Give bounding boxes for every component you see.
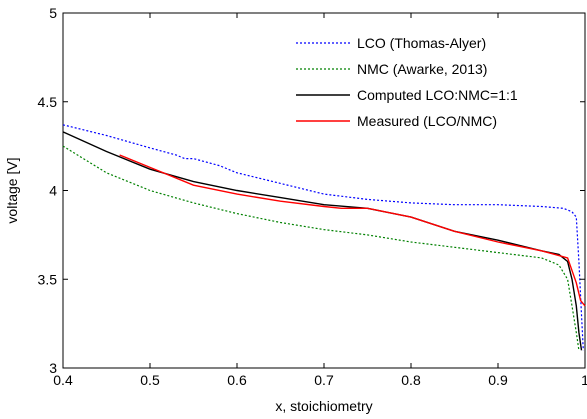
series-line-0 xyxy=(62,124,584,351)
x-tick-label: 0.7 xyxy=(314,372,334,388)
y-tick-label: 5 xyxy=(49,5,57,21)
legend-label-0: LCO (Thomas-Alyer) xyxy=(357,35,486,51)
x-tick-label: 1 xyxy=(581,372,587,388)
x-tick-label: 0.9 xyxy=(488,372,508,388)
x-tick-label: 0.6 xyxy=(227,372,247,388)
series-line-1 xyxy=(62,145,580,351)
y-tick-label: 3.5 xyxy=(38,271,58,287)
ticks-layer: 0.4 0.5 0.6 0.7 0.8 0.9 1 3 3.5 4 4.5 5 xyxy=(38,5,587,388)
x-tick-label: 0.8 xyxy=(401,372,421,388)
y-tick-label: 4.5 xyxy=(38,94,58,110)
series-layer xyxy=(62,124,586,351)
y-tick-label: 4 xyxy=(49,183,57,199)
x-tick-label: 0.5 xyxy=(140,372,160,388)
y-tick-label: 3 xyxy=(49,360,57,376)
legend-label-2: Computed LCO:NMC=1:1 xyxy=(357,87,518,103)
x-tick-label: 0.4 xyxy=(53,372,73,388)
series-line-3 xyxy=(119,154,586,307)
legend: LCO (Thomas-Alyer) NMC (Awarke, 2013) Comp… xyxy=(296,35,518,129)
plot-frame xyxy=(62,12,586,369)
plot-area: 0.4 0.5 0.6 0.7 0.8 0.9 1 3 3.5 4 4.5 5 xyxy=(38,5,587,388)
x-axis-label: x, stoichiometry xyxy=(275,398,372,414)
y-axis-label: voltage [V] xyxy=(4,157,20,223)
legend-label-3: Measured (LCO/NMC) xyxy=(357,113,497,129)
legend-label-1: NMC (Awarke, 2013) xyxy=(357,61,487,77)
